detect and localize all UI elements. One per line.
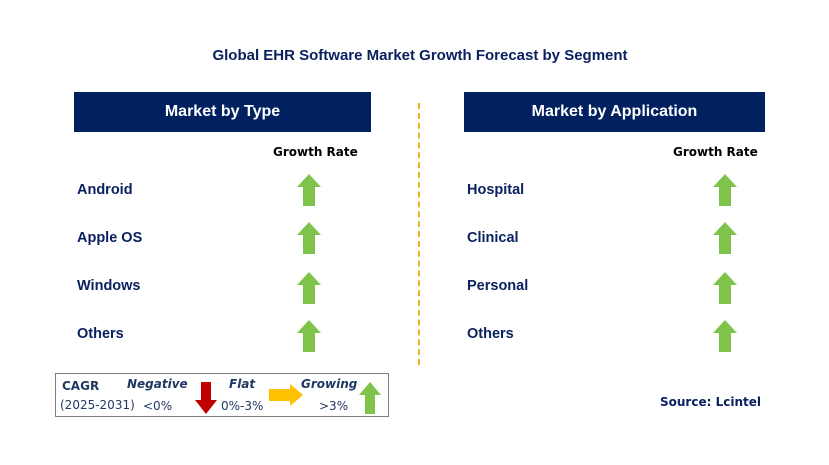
growing-arrow-icon <box>713 174 737 206</box>
legend-growing-range: >3% <box>319 399 349 413</box>
legend-period: (2025-2031) <box>60 398 135 412</box>
market-by-application-header: Market by Application <box>464 92 765 132</box>
segment-label: Others <box>77 326 124 342</box>
growing-arrow-icon <box>297 222 321 254</box>
flat-arrow-icon <box>269 384 303 406</box>
legend-growing-label: Growing <box>301 377 358 391</box>
segment-label: Clinical <box>467 230 519 246</box>
growing-legend-arrow-icon <box>359 382 381 414</box>
legend-flat-range: 0%-3% <box>221 399 264 413</box>
growing-arrow-icon <box>297 174 321 206</box>
growing-arrow-icon <box>713 222 737 254</box>
legend-negative-range: <0% <box>143 399 173 413</box>
right-growth-rate-label: Growth Rate <box>673 145 758 159</box>
left-growth-rate-label: Growth Rate <box>273 145 358 159</box>
page-title: Global EHR Software Market Growth Foreca… <box>212 47 628 64</box>
growing-arrow-icon <box>713 272 737 304</box>
legend-flat-label: Flat <box>229 377 256 391</box>
growing-arrow-icon <box>713 320 737 352</box>
segment-label: Apple OS <box>77 230 143 246</box>
legend-cagr-label: CAGR <box>62 379 100 393</box>
negative-arrow-icon <box>195 382 217 414</box>
segment-label: Android <box>77 182 133 198</box>
segment-label: Windows <box>77 278 141 294</box>
segment-label: Others <box>467 326 514 342</box>
growing-arrow-icon <box>297 272 321 304</box>
panel-divider <box>418 103 420 365</box>
legend-negative-label: Negative <box>127 377 188 391</box>
market-by-type-header: Market by Type <box>74 92 371 132</box>
segment-label: Personal <box>467 278 529 294</box>
cagr-legend: CAGR (2025-2031) Negative <0% Flat 0%-3%… <box>55 373 389 417</box>
segment-label: Hospital <box>467 182 525 198</box>
source-note: Source: Lcintel <box>660 395 761 409</box>
growing-arrow-icon <box>297 320 321 352</box>
